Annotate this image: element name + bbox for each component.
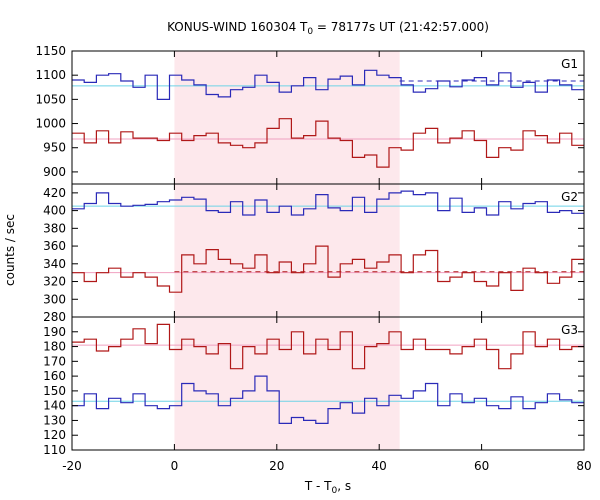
g3-ytick-label: 120 (43, 428, 66, 442)
g3-ytick-label: 180 (43, 340, 66, 354)
plot-layer (72, 69, 584, 424)
xtick-label: 0 (171, 459, 179, 473)
g3-ytick-label: 190 (43, 325, 66, 339)
g1-ytick-label: 900 (43, 165, 66, 179)
xtick-label: 40 (372, 459, 387, 473)
g2-ytick-label: 320 (43, 275, 66, 289)
xtick-label: -20 (62, 459, 82, 473)
y-axis-label: counts / sec (3, 214, 17, 286)
g2-series-red (72, 245, 584, 293)
chart-title: KONUS-WIND 160304 T0 = 78177s UT (21:42:… (167, 20, 489, 37)
xtick-label: 20 (269, 459, 284, 473)
g2-ytick-label: 400 (43, 204, 66, 218)
g1-panel-label: G1 (561, 57, 578, 71)
g1-ytick-label: 1150 (35, 44, 66, 58)
g2-series-blue (72, 190, 584, 216)
g2-ytick-label: 300 (43, 292, 66, 306)
panel-frames (71, 50, 585, 451)
x-axis-label: T - T0, s (304, 479, 351, 496)
g2-ytick-label: 280 (43, 310, 66, 324)
shaded-interval (174, 51, 400, 450)
g3-panel-label: G3 (561, 323, 578, 337)
g3-ytick-label: 170 (43, 354, 66, 368)
g1-series-red (72, 118, 584, 168)
g2-ytick-label: 340 (43, 257, 66, 271)
g1-ytick-label: 950 (43, 141, 66, 155)
g3-panel-frame (71, 316, 585, 451)
g3-ytick-label: 140 (43, 399, 66, 413)
xtick-label: 80 (576, 459, 591, 473)
shaded-interval-layer (174, 51, 400, 450)
g2-panel-label: G2 (561, 190, 578, 204)
g1-ytick-label: 1000 (35, 117, 66, 131)
g3-series-blue (72, 375, 584, 424)
g1-ytick-label: 1100 (35, 68, 66, 82)
g3-series-red (72, 323, 584, 370)
g3-ytick-label: 160 (43, 369, 66, 383)
g2-ytick-label: 380 (43, 221, 66, 235)
g2-ytick-label: 420 (43, 186, 66, 200)
xtick-label: 60 (474, 459, 489, 473)
g3-ytick-label: 150 (43, 384, 66, 398)
axis-ticks: 9009501000105011001150G12803003203403603… (35, 44, 591, 473)
g1-series-blue (72, 69, 584, 100)
g3-ytick-label: 130 (43, 413, 66, 427)
g2-ytick-label: 360 (43, 239, 66, 253)
g3-ytick-label: 110 (43, 443, 66, 457)
g1-ytick-label: 1050 (35, 92, 66, 106)
